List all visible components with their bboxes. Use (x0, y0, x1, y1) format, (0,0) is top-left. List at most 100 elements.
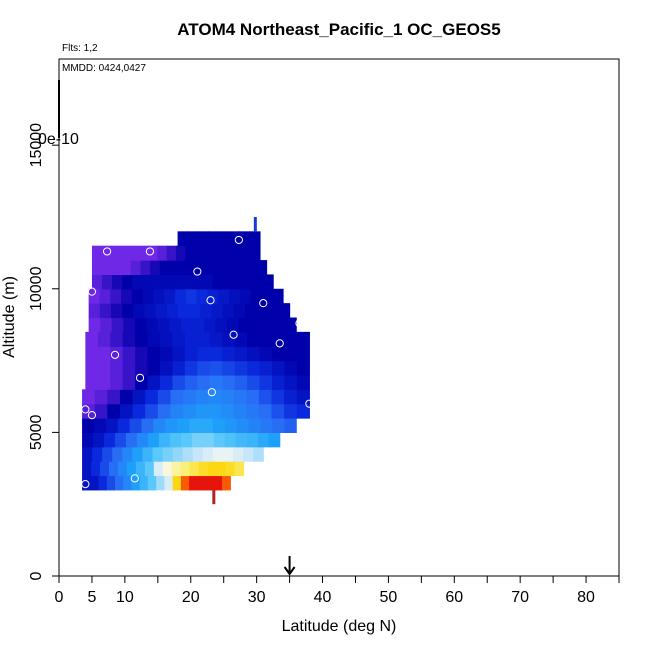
heatmap-cell (117, 418, 131, 433)
heatmap-cell (180, 317, 194, 333)
heatmap-cell (177, 303, 190, 319)
heatmap-cell (138, 245, 149, 261)
heatmap-cell (284, 360, 298, 376)
heatmap-cell (147, 331, 161, 347)
heatmap-cell (82, 461, 92, 477)
heatmap-cell (272, 331, 286, 347)
heatmap-cell (97, 360, 111, 376)
heatmap-cell (169, 432, 182, 448)
heatmap-cell (233, 403, 247, 419)
heatmap-cell (222, 303, 235, 319)
heatmap-cell (208, 389, 222, 405)
heatmap-cell (126, 461, 137, 477)
heatmap-cell (142, 274, 153, 290)
heatmap-cell (171, 461, 182, 477)
heatmap-cell (160, 360, 174, 376)
heatmap-cell (157, 403, 172, 419)
heatmap-cell (141, 418, 155, 433)
heatmap-cell (119, 389, 134, 405)
heatmap-cell (234, 360, 248, 376)
flight-point (87, 287, 97, 296)
heatmap-cell (162, 461, 173, 477)
heatmap-cell (119, 245, 130, 261)
heatmap-cell (97, 374, 111, 390)
heatmap-cell (172, 274, 184, 290)
heatmap-cell (111, 317, 124, 333)
heatmap-cell (218, 260, 229, 276)
heatmap-cell (132, 274, 143, 290)
heatmap-cell (296, 403, 310, 419)
heatmap-cell (197, 475, 207, 491)
heatmap-cell (234, 461, 245, 477)
heatmap-cell (271, 403, 285, 419)
flight-point (135, 373, 145, 382)
x-tick-label: 80 (577, 589, 595, 606)
heatmap-cell (85, 374, 99, 390)
heatmap-cell (209, 346, 223, 362)
heatmap-cell (101, 260, 112, 276)
heatmap-cell (192, 317, 205, 333)
x-axis-label: Latitude (deg N) (282, 618, 397, 635)
heatmap-cell (122, 374, 136, 390)
heatmap-cell (272, 374, 286, 390)
heatmap-cell (180, 432, 193, 448)
flight-point (102, 247, 112, 256)
heatmap-cell (247, 260, 258, 276)
heatmap-cell (125, 432, 138, 448)
x-tick-label: 50 (380, 589, 398, 606)
heatmap-cell (122, 274, 133, 290)
heatmap-cell (135, 346, 149, 362)
heatmap-cell (158, 432, 171, 448)
heatmap-cell (284, 418, 297, 433)
heatmap-cell (196, 288, 209, 304)
y-tick-label: 5000 (28, 414, 45, 450)
heatmap-cell (246, 389, 260, 405)
heatmap-cell (99, 303, 112, 319)
heatmap-cell (155, 303, 168, 319)
heatmap-cell (82, 475, 91, 491)
heatmap-cell (94, 403, 108, 419)
flight-point (259, 299, 268, 308)
heatmap-cell (227, 317, 240, 333)
heatmap-cell (112, 274, 123, 290)
heatmap-cell (92, 446, 103, 462)
heatmap-cell (98, 475, 108, 491)
heatmap-cell (272, 346, 286, 362)
heatmap-cell (130, 260, 142, 276)
heatmap-cell (102, 274, 113, 290)
heatmap-cell (144, 303, 157, 319)
heatmap-cell (296, 346, 310, 362)
heatmap-cell (115, 432, 127, 448)
heatmap-cell (212, 274, 224, 290)
heatmap-cell (198, 260, 209, 276)
heatmap-cell (182, 274, 194, 290)
heatmap-cell (209, 360, 223, 376)
x-tick-label: 10 (116, 589, 134, 606)
heatmap-cell (234, 331, 248, 347)
heatmap-cell (229, 231, 240, 247)
heatmap-cell (153, 461, 164, 477)
heatmap-cell (157, 317, 170, 333)
heatmap-cell (122, 360, 136, 376)
heatmap-cell (172, 475, 182, 491)
heatmap-cell (160, 374, 174, 390)
heatmap-cell (220, 403, 235, 419)
heatmap-cell (82, 389, 96, 405)
heatmap-cell (227, 260, 239, 276)
heatmap-cell (207, 461, 218, 477)
heatmap-cell (257, 432, 270, 448)
heatmap-cell (272, 418, 285, 433)
heatmap-cell (234, 374, 248, 390)
heatmap-cell (261, 288, 273, 304)
heatmap-cell (91, 461, 101, 477)
heatmap-cell (231, 245, 242, 261)
heatmap-cell (91, 274, 103, 290)
flight-point (295, 319, 304, 328)
heatmap-cell (110, 288, 122, 304)
heatmap-cell (162, 446, 174, 462)
heatmap-cell (194, 245, 205, 261)
heatmap-cell (272, 360, 286, 376)
heatmap-cell (222, 360, 236, 376)
heatmap-cell (110, 331, 124, 347)
